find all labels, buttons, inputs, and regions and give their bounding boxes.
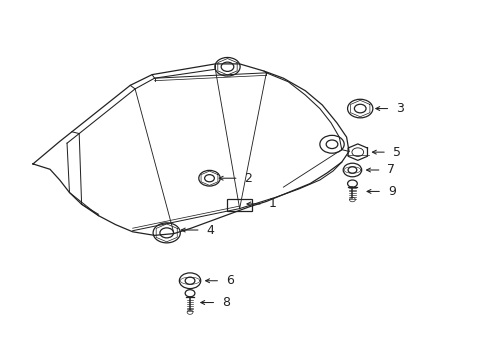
Text: 1: 1 (268, 197, 276, 211)
Text: 9: 9 (387, 185, 395, 198)
Text: 7: 7 (386, 163, 395, 176)
Text: 6: 6 (225, 274, 233, 287)
Text: 5: 5 (392, 146, 400, 159)
Text: 3: 3 (395, 102, 403, 115)
Text: 8: 8 (222, 296, 230, 309)
Text: 2: 2 (244, 172, 252, 185)
Text: 4: 4 (206, 224, 214, 237)
